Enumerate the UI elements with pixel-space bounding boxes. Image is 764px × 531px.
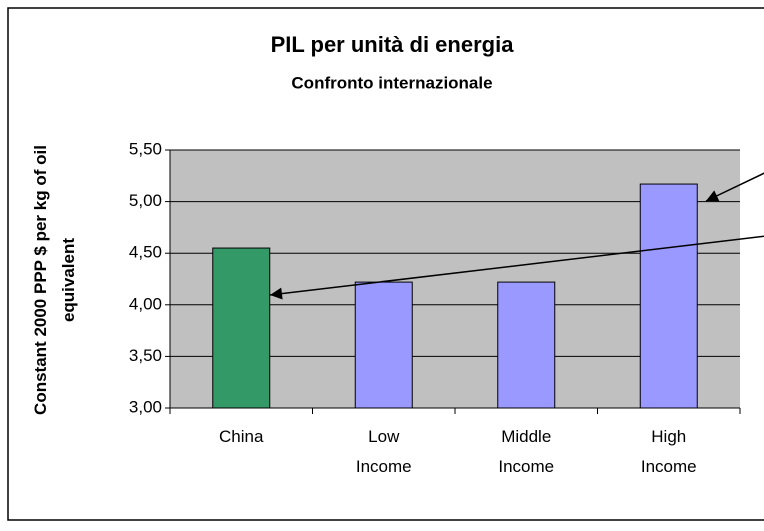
chart-subtitle: Confronto internazionale [291, 73, 492, 92]
chart-title: PIL per unità di energia [271, 32, 515, 57]
y-axis-label: Constant 2000 PPP $ per kg of oil equiva… [31, 145, 78, 415]
x-tick-label: High Income [640, 427, 697, 476]
bar [212, 247, 271, 409]
y-tick-label: 3,50 [129, 346, 162, 365]
bar [354, 281, 413, 409]
x-tick-label: Middle Income [498, 427, 555, 476]
arrow [269, 235, 764, 300]
y-tick-label: 5,50 [129, 139, 162, 158]
bar [639, 183, 698, 409]
bar [497, 281, 556, 409]
x-tick-label: Low Income [355, 427, 412, 476]
x-tick-label: China [219, 427, 264, 446]
y-tick-label: 5,00 [129, 191, 162, 210]
y-tick-label: 3,00 [129, 397, 162, 416]
y-tick-label: 4,50 [129, 243, 162, 262]
y-tick-label: 4,00 [129, 294, 162, 313]
